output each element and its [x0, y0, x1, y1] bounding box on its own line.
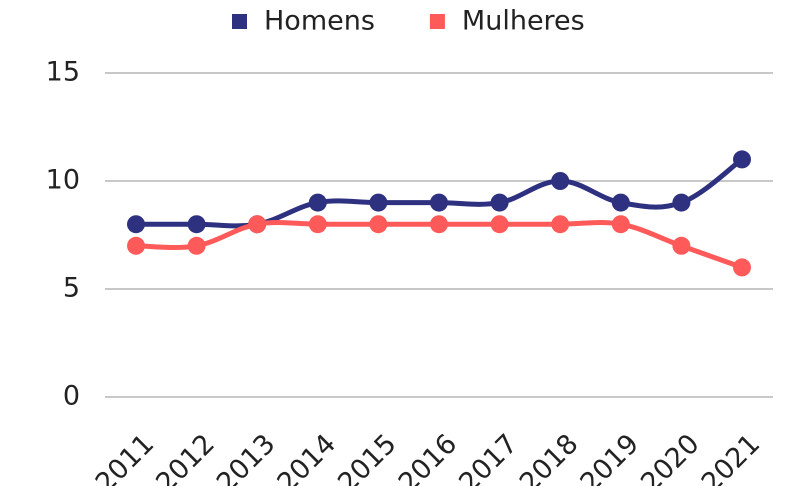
legend-swatch: [232, 14, 247, 29]
data-point: [551, 172, 570, 190]
y-tick-label: 10: [46, 165, 80, 196]
y-tick-label: 0: [63, 381, 80, 412]
data-point: [127, 215, 145, 234]
data-point: [369, 193, 388, 212]
data-point: [490, 193, 509, 212]
data-point: [430, 193, 448, 212]
data-point: [248, 215, 267, 234]
data-point: [187, 236, 206, 255]
x-tick-label: 2021: [696, 428, 767, 486]
data-point: [611, 215, 630, 234]
data-point: [733, 258, 751, 277]
data-point: [733, 150, 751, 169]
data-point: [672, 193, 691, 212]
y-tick-label: 5: [63, 273, 80, 304]
y-tick-label: 15: [46, 57, 80, 88]
data-point: [672, 236, 691, 255]
data-point: [430, 215, 448, 234]
legend-label: Mulheres: [462, 6, 585, 37]
data-point: [187, 215, 206, 234]
data-point: [308, 215, 327, 234]
data-point: [611, 193, 630, 212]
data-point: [308, 193, 327, 212]
data-point: [551, 215, 570, 234]
data-point: [369, 215, 388, 234]
data-point: [490, 215, 509, 234]
data-point: [127, 236, 145, 255]
legend-swatch: [429, 14, 445, 29]
legend-label: Homens: [264, 6, 375, 37]
